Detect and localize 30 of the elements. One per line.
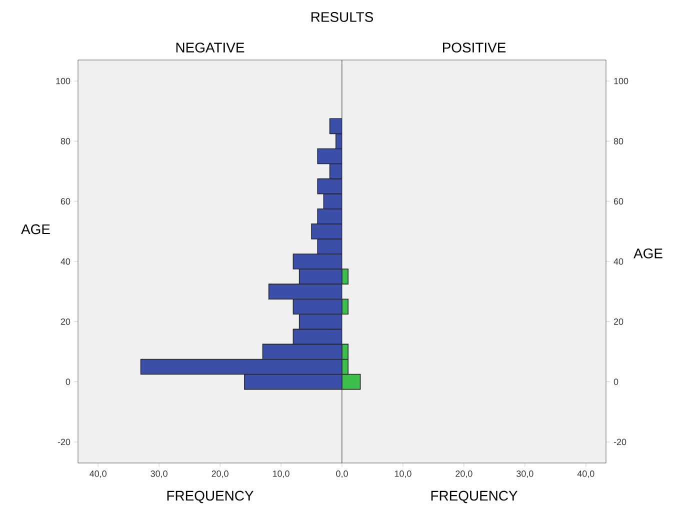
y-tick-label: -20 (58, 438, 70, 446)
y-tick-label: 20 (614, 318, 624, 325)
y-tick-label: 40 (60, 258, 70, 265)
y-tick-label: 100 (614, 78, 628, 84)
x-tick-label: 10,0 (394, 470, 412, 478)
x-tick-label: 20,0 (456, 470, 472, 478)
x-tick-label: 0,0 (336, 470, 348, 478)
y-axis-title: AGE (21, 224, 50, 234)
x-tick-label: 20,0 (212, 470, 228, 478)
chart-title: POSITIVE (442, 42, 506, 53)
chart-title: NEGATIVE (176, 42, 244, 53)
x-axis-title: FREQUENCY (167, 490, 254, 504)
x-tick-label: 40,0 (90, 470, 106, 478)
y-tick-label: 60 (60, 198, 70, 205)
x-tick-label: 40,0 (577, 470, 594, 478)
y-axis-title: AGE (634, 248, 662, 258)
x-tick-label: 30,0 (150, 470, 168, 478)
x-tick-label: 30,0 (516, 470, 534, 478)
text: RESULTS (311, 12, 374, 22)
y-tick-label: 40 (614, 258, 624, 265)
x-axis-title: FREQUENCY (431, 490, 518, 504)
y-tick-label: 0 (66, 378, 70, 385)
y-tick-label: 0 (614, 378, 618, 385)
y-tick-label: 20 (60, 318, 70, 325)
y-tick-label: 80 (60, 138, 70, 144)
y-tick-label: 60 (614, 198, 624, 205)
x-tick-label: 10,0 (272, 470, 290, 478)
y-tick-label: 80 (614, 138, 624, 144)
y-tick-label: -20 (614, 438, 626, 446)
y-tick-label: 100 (56, 78, 70, 84)
